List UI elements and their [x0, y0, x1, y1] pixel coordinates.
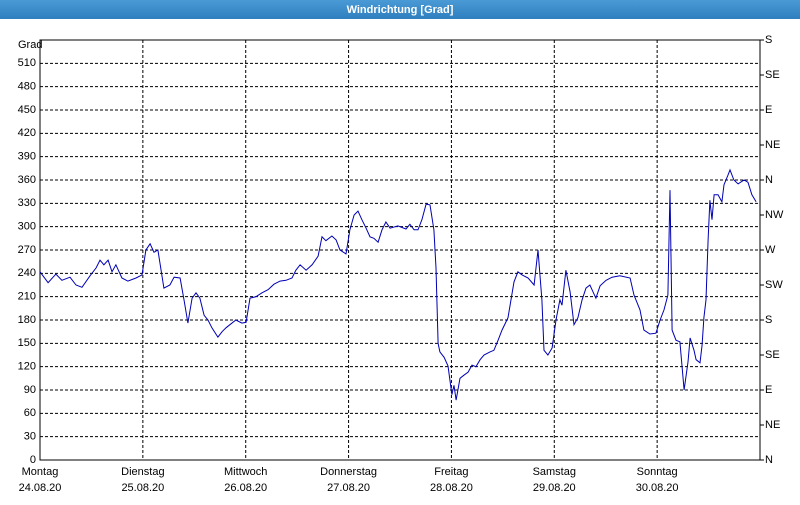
y-tick-label: 60: [24, 407, 36, 419]
y-tick-label: 180: [18, 314, 36, 326]
y-axis-label: Grad: [18, 39, 42, 51]
x-tick-date: 25.08.20: [121, 482, 164, 494]
y2-tick-label: W: [765, 244, 776, 256]
y-tick-label: 120: [18, 361, 36, 373]
y-tick-label: 450: [18, 104, 36, 116]
x-tick-label: Mittwoch: [224, 466, 267, 478]
y-tick-label: 390: [18, 151, 36, 163]
x-tick-date: 28.08.20: [430, 482, 473, 494]
x-tick-label: Donnerstag: [320, 466, 377, 478]
x-tick-label: Freitag: [434, 466, 468, 478]
y2-tick-label: NE: [765, 419, 780, 431]
x-tick-label: Sonntag: [637, 466, 678, 478]
x-tick-date: 29.08.20: [533, 482, 576, 494]
y2-tick-label: N: [765, 454, 773, 466]
y-tick-label: 360: [18, 174, 36, 186]
x-tick-date: 26.08.20: [224, 482, 267, 494]
y-tick-label: 510: [18, 57, 36, 69]
y2-tick-label: NW: [765, 209, 784, 221]
x-tick-label: Montag: [22, 466, 59, 478]
y-tick-label: 330: [18, 197, 36, 209]
title-bar: [0, 0, 800, 19]
y-tick-label: 420: [18, 127, 36, 139]
y2-tick-label: SW: [765, 279, 783, 291]
y-tick-label: 480: [18, 81, 36, 93]
data-line: [39, 168, 757, 401]
x-tick-date: 24.08.20: [19, 482, 62, 494]
y-tick-label: 300: [18, 221, 36, 233]
y-tick-label: 30: [24, 431, 36, 443]
y-tick-label: 210: [18, 291, 36, 303]
x-tick-date: 30.08.20: [636, 482, 679, 494]
x-tick-date: 27.08.20: [327, 482, 370, 494]
y-tick-label: 150: [18, 337, 36, 349]
x-tick-label: Samstag: [533, 466, 576, 478]
y2-tick-label: N: [765, 174, 773, 186]
y-tick-label: 0: [30, 454, 36, 466]
y2-tick-label: S: [765, 34, 772, 46]
y2-tick-label: S: [765, 314, 772, 326]
y-tick-label: 270: [18, 244, 36, 256]
y2-tick-label: NE: [765, 139, 780, 151]
x-tick-label: Dienstag: [121, 466, 164, 478]
chart-title: Windrichtung [Grad]: [347, 4, 454, 16]
y2-tick-label: E: [765, 384, 772, 396]
y-tick-label: 240: [18, 267, 36, 279]
y2-tick-label: SE: [765, 69, 780, 81]
y2-tick-label: E: [765, 104, 772, 116]
y-tick-label: 90: [24, 384, 36, 396]
y2-tick-label: SE: [765, 349, 780, 361]
